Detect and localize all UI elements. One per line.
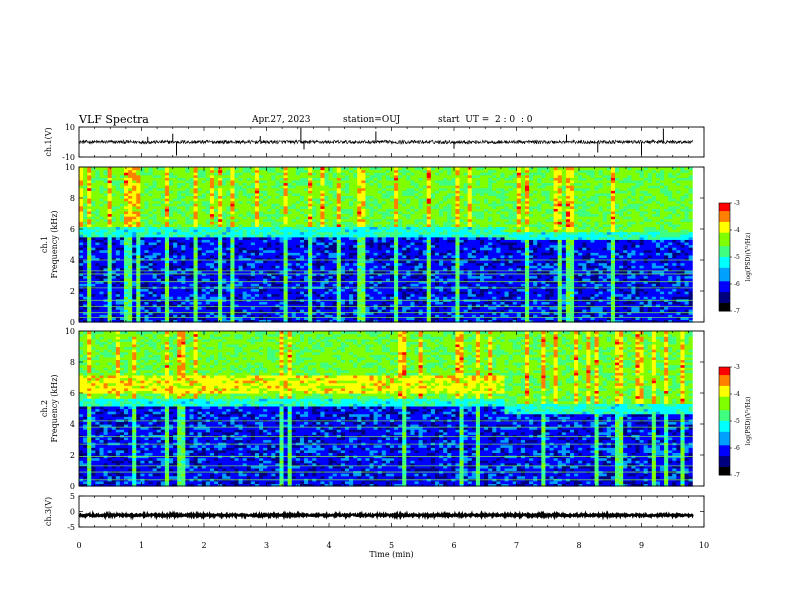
spectrogram-cell	[271, 167, 276, 170]
spectrogram-cell	[308, 167, 313, 170]
spectrogram-cell	[296, 167, 301, 170]
spectrogram-cell	[177, 167, 182, 170]
spectrogram-cell	[357, 167, 362, 170]
waveform-trace	[79, 140, 693, 144]
spectrogram-cell	[226, 167, 231, 170]
spectrogram-cell	[194, 167, 199, 170]
spectrogram-cell	[386, 167, 391, 170]
spectrogram-cell	[230, 167, 235, 170]
spectrogram-cell	[378, 167, 383, 170]
spectrogram-cell	[173, 167, 178, 170]
spectrogram-cell	[185, 167, 190, 170]
spectrogram-cell	[382, 167, 387, 170]
spectrogram-cell	[165, 167, 170, 170]
spectrogram-cell	[394, 167, 399, 170]
spectrogram-cell	[292, 167, 297, 170]
spectrogram-cell	[181, 167, 186, 170]
spectrogram-cell	[206, 167, 211, 170]
spectrogram-cell	[116, 167, 121, 170]
spectrogram-cell	[144, 167, 149, 170]
spectrogram-cell	[353, 167, 358, 170]
spectrogram-cell	[251, 167, 256, 170]
spectrogram-cell	[304, 167, 309, 170]
spectrogram-cell	[95, 167, 100, 170]
spectrogram-cell	[320, 167, 325, 170]
spectrogram-cell	[325, 167, 330, 170]
spectrogram-cell	[275, 167, 280, 170]
spectrogram-cell	[365, 167, 370, 170]
spectrogram-cell	[284, 167, 289, 170]
spectrogram-cell	[361, 167, 366, 170]
spectrogram-cell	[120, 167, 125, 170]
spectrogram-cell	[333, 167, 338, 170]
spectrogram-cell	[312, 167, 317, 170]
spectrogram-cell	[345, 167, 350, 170]
spectrogram-cell	[255, 167, 260, 170]
spectrogram-cell	[267, 167, 272, 170]
spectrogram-cell	[153, 167, 158, 170]
spectrogram-cell	[198, 167, 203, 170]
spectrogram-cell	[316, 167, 321, 170]
spectrogram-cell	[210, 167, 215, 170]
spectrogram-cell	[189, 167, 194, 170]
spectrogram-cell	[288, 167, 293, 170]
spectrogram-cell	[87, 167, 92, 170]
spectrogram-cell	[390, 167, 395, 170]
spectrogram-cell	[370, 167, 375, 170]
spectrogram-cell	[128, 167, 133, 170]
ch1-waveform-panel: 10 -10 ch.1(V)	[44, 123, 704, 162]
spectrogram-cell	[222, 167, 227, 170]
spectrogram-cell	[259, 167, 264, 170]
spectrogram-cell	[83, 167, 88, 170]
spectrogram-cell	[132, 167, 137, 170]
spectrogram-cell	[398, 167, 403, 170]
y-tick-label: -10	[62, 153, 75, 162]
spectrogram-cell	[300, 167, 305, 170]
spectrogram-cell	[337, 167, 342, 170]
spectrogram-cell	[243, 167, 248, 170]
y-axis-label: ch.1(V)	[44, 127, 53, 156]
spectrogram-cell	[104, 167, 109, 170]
spectrogram-cell	[263, 167, 268, 170]
y-tick-label: 10	[65, 123, 75, 132]
spectrogram-cell	[99, 167, 104, 170]
spectrogram-cell	[161, 167, 166, 170]
spectrogram-cell	[79, 167, 84, 170]
spectrogram-cell	[112, 167, 117, 170]
spectrogram-cell	[140, 167, 145, 170]
spectrogram-cell	[218, 167, 223, 170]
spectrogram-cell	[136, 167, 141, 170]
spectrogram-cell	[214, 167, 219, 170]
spectrogram-cell	[149, 167, 154, 170]
spectrogram-cell	[124, 167, 129, 170]
spectrogram-cell	[239, 167, 244, 170]
spectrogram-cell	[91, 167, 96, 170]
spectrogram-cell	[402, 167, 407, 170]
spectrogram-cell	[349, 167, 354, 170]
